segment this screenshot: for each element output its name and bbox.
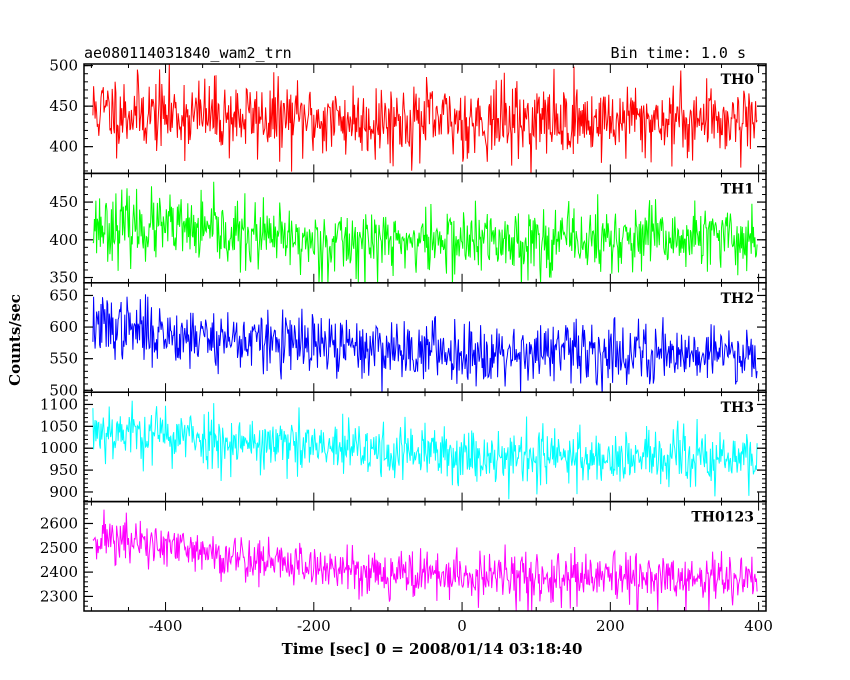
y-tick-label: 2500 — [40, 539, 78, 557]
chart-title: ae080114031840_wam2_trn — [84, 44, 292, 62]
y-tick-label: 450 — [49, 193, 78, 211]
y-tick-label: 2600 — [40, 514, 78, 532]
series-th0123 — [92, 509, 758, 612]
panel-label-th2: TH2 — [721, 291, 754, 307]
x-tick-label: 0 — [457, 617, 467, 635]
panels-group: 400 450 500 TH0 350 400 450 TH1 500 550 600 650 TH2 9… — [40, 57, 767, 612]
panel-label-th1: TH1 — [721, 181, 754, 197]
y-tick-label: 2300 — [40, 587, 78, 605]
panel-th2: 500 550 600 650 TH2 — [49, 282, 767, 399]
y-tick-label: 1000 — [40, 439, 78, 457]
bin-time-label: Bin time: 1.0 s — [611, 44, 746, 62]
panel-label-th3: TH3 — [721, 400, 754, 416]
y-tick-label: 400 — [49, 231, 78, 249]
y-tick-label: 650 — [49, 286, 78, 304]
y-tick-label: 350 — [49, 269, 78, 287]
panel-th1: 350 400 450 TH1 — [49, 172, 767, 287]
y-tick-label: 500 — [49, 381, 78, 399]
y-tick-label: 900 — [49, 483, 78, 501]
y-tick-label: 550 — [49, 350, 78, 368]
y-tick-label: 950 — [49, 461, 78, 479]
x-tick-label: -400 — [149, 617, 183, 635]
x-tick-label: 400 — [744, 617, 773, 635]
panel-frame — [83, 500, 767, 612]
panel-th0123: 2300 2400 2500 2600 TH0123 — [40, 500, 767, 612]
y-tick-label: 450 — [49, 97, 78, 115]
y-tick-label: 1050 — [40, 417, 78, 435]
panel-label-th0123: TH0123 — [691, 510, 754, 526]
panel-label-th0: TH0 — [721, 72, 755, 88]
series-th2 — [92, 294, 758, 393]
x-axis: -400 -200 0 200 400 — [149, 617, 773, 635]
y-axis-label: Counts/sec — [6, 294, 24, 386]
y-tick-label: 1100 — [40, 395, 78, 413]
x-tick-label: -200 — [297, 617, 331, 635]
series-th1 — [92, 181, 758, 283]
y-tick-label: 400 — [49, 138, 78, 156]
y-tick-label: 500 — [49, 57, 78, 75]
panel-th0: 400 450 500 TH0 — [49, 57, 767, 175]
x-axis-label: Time [sec] 0 = 2008/01/14 03:18:40 — [282, 640, 583, 658]
y-tick-label: 600 — [49, 318, 78, 336]
series-th0 — [92, 64, 758, 174]
panel-th3: 900 950 1000 1050 1100 TH3 — [40, 391, 767, 503]
x-tick-label: 200 — [596, 617, 625, 635]
y-tick-label: 2400 — [40, 563, 78, 581]
series-th3 — [92, 400, 758, 500]
